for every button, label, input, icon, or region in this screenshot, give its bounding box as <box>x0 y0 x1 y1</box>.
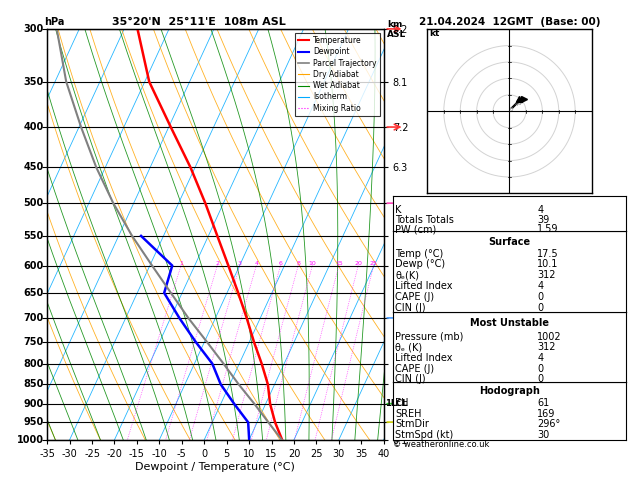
Text: 6: 6 <box>279 260 282 265</box>
Text: km
ASL: km ASL <box>387 20 406 39</box>
Text: 296°: 296° <box>537 419 560 429</box>
Text: 25: 25 <box>370 260 377 265</box>
Text: SREH: SREH <box>395 409 421 418</box>
Text: 169: 169 <box>537 409 556 418</box>
Text: Totals Totals: Totals Totals <box>395 214 454 225</box>
Text: 21.04.2024  12GMT  (Base: 00): 21.04.2024 12GMT (Base: 00) <box>419 17 600 27</box>
Text: EH: EH <box>395 398 408 408</box>
Text: CIN (J): CIN (J) <box>395 303 426 313</box>
Text: 2: 2 <box>215 260 220 265</box>
Text: 800: 800 <box>23 359 44 369</box>
Text: 300: 300 <box>23 24 44 34</box>
Text: CAPE (J): CAPE (J) <box>395 364 434 374</box>
Text: 1LCL: 1LCL <box>385 399 408 408</box>
Text: Surface: Surface <box>489 237 530 247</box>
Text: 4: 4 <box>537 353 543 363</box>
Text: 450: 450 <box>23 162 44 173</box>
Text: 30: 30 <box>537 430 550 440</box>
Text: 1002: 1002 <box>537 331 562 342</box>
Text: Lifted Index: Lifted Index <box>395 281 452 291</box>
Text: 750: 750 <box>23 337 44 347</box>
Text: Pressure (mb): Pressure (mb) <box>395 331 464 342</box>
Text: Hodograph: Hodograph <box>479 386 540 397</box>
Text: hPa: hPa <box>44 17 64 27</box>
Text: 500: 500 <box>23 198 44 208</box>
Text: CAPE (J): CAPE (J) <box>395 292 434 302</box>
Text: 4: 4 <box>254 260 259 265</box>
Text: 15: 15 <box>335 260 343 265</box>
Text: 4: 4 <box>537 281 543 291</box>
Text: 17.5: 17.5 <box>537 249 559 259</box>
Text: kt: kt <box>429 29 440 38</box>
Text: 20: 20 <box>354 260 362 265</box>
Text: 4: 4 <box>515 103 518 107</box>
Text: © weatheronline.co.uk: © weatheronline.co.uk <box>393 440 489 450</box>
Text: 0: 0 <box>537 292 543 302</box>
Text: 8: 8 <box>518 101 521 106</box>
Text: 1: 1 <box>179 260 183 265</box>
Text: 600: 600 <box>23 260 44 271</box>
Text: 312: 312 <box>537 270 556 280</box>
Text: 650: 650 <box>23 288 44 298</box>
Text: θₑ (K): θₑ (K) <box>395 342 422 352</box>
Text: 39: 39 <box>537 214 550 225</box>
Text: 1000: 1000 <box>17 435 44 445</box>
Text: StmDir: StmDir <box>395 419 429 429</box>
Text: 61: 61 <box>537 398 550 408</box>
Text: 850: 850 <box>23 380 44 389</box>
Text: 950: 950 <box>23 417 44 427</box>
Text: 0: 0 <box>537 364 543 374</box>
Text: 0: 0 <box>537 303 543 313</box>
Text: 1.59: 1.59 <box>537 225 559 234</box>
Text: 35°20'N  25°11'E  108m ASL: 35°20'N 25°11'E 108m ASL <box>112 17 286 27</box>
Text: 8: 8 <box>296 260 300 265</box>
Text: Dewp (°C): Dewp (°C) <box>395 260 445 269</box>
Text: Most Unstable: Most Unstable <box>470 318 549 328</box>
Text: 700: 700 <box>23 313 44 323</box>
Text: StmSpd (kt): StmSpd (kt) <box>395 430 454 440</box>
Text: 312: 312 <box>537 342 556 352</box>
Text: 900: 900 <box>23 399 44 409</box>
Text: Lifted Index: Lifted Index <box>395 353 452 363</box>
Text: 350: 350 <box>23 77 44 87</box>
Text: 4: 4 <box>537 205 543 215</box>
Text: θₑ(K): θₑ(K) <box>395 270 419 280</box>
Text: 0: 0 <box>509 107 513 112</box>
Text: K: K <box>395 205 401 215</box>
Text: 10.1: 10.1 <box>537 260 559 269</box>
Text: 0: 0 <box>537 374 543 384</box>
X-axis label: Dewpoint / Temperature (°C): Dewpoint / Temperature (°C) <box>135 462 296 471</box>
Text: 10: 10 <box>308 260 316 265</box>
Text: PW (cm): PW (cm) <box>395 225 437 234</box>
Text: 550: 550 <box>23 231 44 241</box>
Legend: Temperature, Dewpoint, Parcel Trajectory, Dry Adiabat, Wet Adiabat, Isotherm, Mi: Temperature, Dewpoint, Parcel Trajectory… <box>295 33 380 116</box>
Text: CIN (J): CIN (J) <box>395 374 426 384</box>
Text: 3: 3 <box>238 260 242 265</box>
Text: Temp (°C): Temp (°C) <box>395 249 443 259</box>
Text: 400: 400 <box>23 122 44 132</box>
